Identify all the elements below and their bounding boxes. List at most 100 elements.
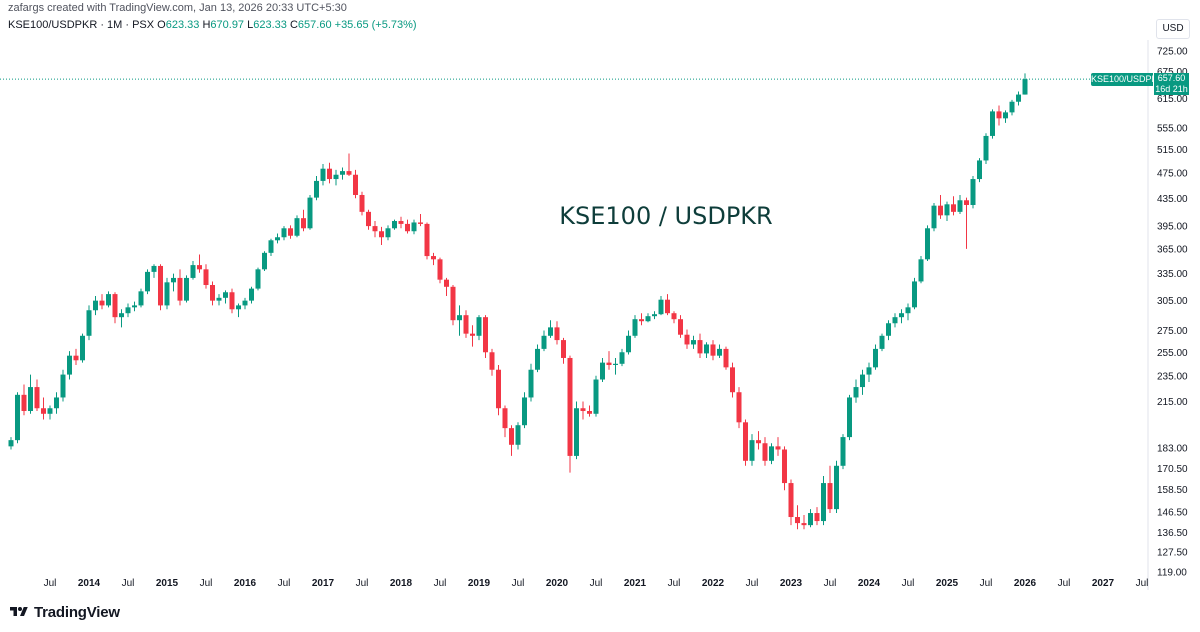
candle[interactable] (392, 219, 397, 230)
candle[interactable] (723, 346, 729, 370)
candle[interactable] (1022, 73, 1028, 95)
candle[interactable] (41, 397, 46, 420)
candle[interactable] (626, 330, 631, 355)
candle[interactable] (275, 233, 280, 244)
candle[interactable] (301, 209, 306, 232)
candle[interactable] (697, 333, 703, 358)
candle[interactable] (8, 437, 14, 450)
candle[interactable] (515, 422, 521, 450)
candle[interactable] (938, 194, 943, 219)
candle[interactable] (567, 355, 573, 473)
candle[interactable] (366, 209, 371, 230)
candle[interactable] (288, 225, 293, 239)
candle[interactable] (1009, 99, 1015, 116)
candle[interactable] (210, 281, 215, 306)
candle[interactable] (379, 226, 384, 245)
candle[interactable] (652, 311, 657, 320)
candle[interactable] (132, 301, 137, 312)
candle[interactable] (879, 333, 885, 352)
candle[interactable] (93, 295, 98, 316)
candle[interactable] (587, 405, 592, 417)
candle[interactable] (216, 294, 222, 306)
candle[interactable] (496, 364, 501, 416)
candle[interactable] (918, 256, 924, 284)
candle[interactable] (983, 133, 989, 164)
candle[interactable] (574, 401, 579, 460)
candle[interactable] (125, 303, 131, 318)
candle[interactable] (1003, 110, 1008, 123)
candle[interactable] (905, 303, 911, 321)
candle[interactable] (899, 309, 904, 324)
candle[interactable] (710, 340, 716, 361)
candle[interactable] (593, 375, 599, 417)
candle[interactable] (821, 476, 826, 526)
candle[interactable] (411, 219, 417, 235)
candle[interactable] (788, 479, 794, 526)
candle[interactable] (957, 194, 963, 214)
candle[interactable] (112, 292, 118, 324)
candle[interactable] (944, 201, 950, 222)
currency-selector[interactable]: USD (1156, 19, 1190, 39)
candle[interactable] (353, 169, 358, 199)
candle[interactable] (398, 216, 404, 229)
candle[interactable] (684, 329, 690, 349)
candle[interactable] (106, 291, 111, 308)
candle[interactable] (262, 251, 267, 272)
candle[interactable] (912, 277, 917, 310)
candle[interactable] (424, 222, 430, 260)
candle[interactable] (171, 273, 176, 292)
candle[interactable] (632, 315, 638, 338)
candle[interactable] (28, 374, 33, 414)
candle[interactable] (535, 344, 540, 373)
candle[interactable] (145, 269, 150, 295)
candle[interactable] (457, 305, 462, 336)
candle[interactable] (80, 333, 85, 363)
candle[interactable] (385, 225, 391, 241)
candle[interactable] (138, 288, 144, 308)
candle[interactable] (892, 313, 898, 328)
candle[interactable] (184, 275, 189, 303)
candle[interactable] (229, 288, 235, 314)
candle[interactable] (964, 197, 969, 249)
candle[interactable] (476, 315, 482, 341)
candle[interactable] (281, 226, 287, 241)
candle[interactable] (86, 305, 92, 341)
candle[interactable] (158, 264, 163, 311)
candle[interactable] (606, 351, 612, 370)
candle[interactable] (756, 431, 761, 450)
candle[interactable] (743, 419, 748, 466)
candle[interactable] (931, 202, 937, 232)
candle[interactable] (249, 286, 254, 304)
candle[interactable] (437, 257, 443, 284)
candle[interactable] (1016, 91, 1021, 106)
candle[interactable] (736, 387, 742, 429)
candle[interactable] (268, 238, 274, 257)
candle[interactable] (294, 215, 300, 238)
candle[interactable] (678, 315, 683, 338)
candle[interactable] (73, 348, 79, 365)
candle[interactable] (203, 264, 209, 289)
candle[interactable] (528, 363, 534, 402)
candle[interactable] (671, 311, 677, 324)
candle[interactable] (853, 379, 859, 403)
candle[interactable] (795, 505, 800, 530)
candle[interactable] (340, 167, 345, 180)
candle[interactable] (236, 303, 241, 318)
candle[interactable] (483, 315, 488, 358)
candle[interactable] (548, 320, 553, 338)
candle[interactable] (847, 394, 852, 441)
candle[interactable] (580, 401, 586, 420)
candle[interactable] (522, 392, 527, 429)
candle[interactable] (34, 379, 40, 412)
candle[interactable] (502, 405, 508, 438)
candle[interactable] (808, 509, 813, 528)
candle[interactable] (405, 219, 410, 234)
candle[interactable] (99, 294, 105, 310)
candle[interactable] (600, 357, 605, 383)
candle[interactable] (223, 290, 228, 304)
candle[interactable] (372, 221, 378, 238)
candle[interactable] (704, 342, 709, 358)
candle[interactable] (15, 392, 20, 444)
candle[interactable] (970, 175, 976, 209)
candle[interactable] (242, 297, 248, 310)
